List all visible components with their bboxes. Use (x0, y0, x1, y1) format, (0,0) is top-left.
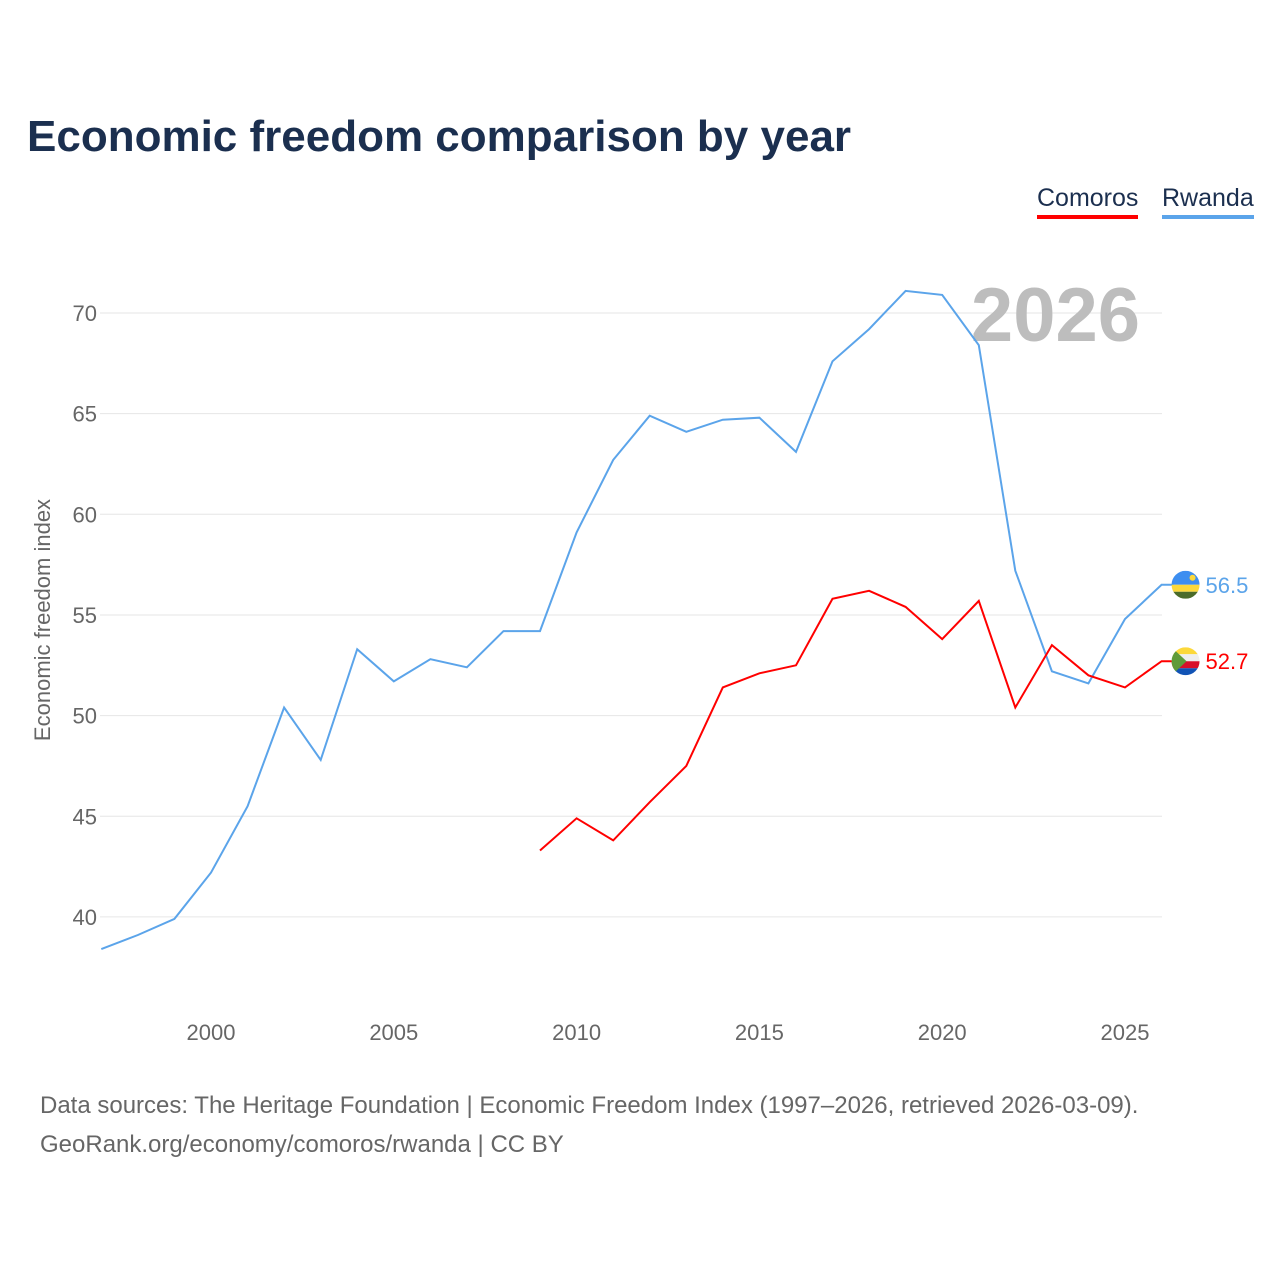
x-tick-label: 2015 (735, 1020, 784, 1045)
x-tick-label: 2005 (369, 1020, 418, 1045)
data-point-comoros (902, 603, 910, 611)
end-value-label-rwanda: 56.5 (1206, 573, 1249, 598)
data-point-comoros (755, 669, 763, 677)
line-chart: 40 45 50 55 60 65 70 2000 2005 2010 2015 2020 2025 Ec… (30, 273, 1249, 1045)
y-tick-label: 40 (73, 905, 97, 930)
data-point-comoros (573, 814, 581, 822)
data-point-rwanda (499, 627, 507, 635)
data-point-rwanda (609, 456, 617, 464)
data-point-rwanda (97, 945, 105, 953)
data-point-rwanda (719, 416, 727, 424)
data-point-rwanda (463, 663, 471, 671)
data-point-comoros (792, 661, 800, 669)
flag-rwanda-icon (1171, 570, 1200, 599)
data-point-comoros (829, 595, 837, 603)
data-point-comoros (1084, 671, 1092, 679)
data-point-rwanda (755, 414, 763, 422)
data-point-comoros (719, 683, 727, 691)
data-point-comoros (975, 597, 983, 605)
end-value-label-comoros: 52.7 (1206, 649, 1249, 674)
y-tick-label: 50 (73, 704, 97, 729)
x-tick-label: 2025 (1101, 1020, 1150, 1045)
data-point-rwanda (938, 291, 946, 299)
series-line-rwanda (100, 289, 1174, 951)
y-tick-label: 65 (73, 402, 97, 427)
source-note: Data sources: The Heritage Foundation | … (40, 1086, 1138, 1164)
data-point-rwanda (426, 655, 434, 663)
data-point-rwanda (573, 528, 581, 536)
source-link[interactable]: GeoRank.org/economy/comoros/rwanda | CC … (40, 1131, 564, 1158)
data-point-rwanda (1011, 567, 1019, 575)
data-point-rwanda (1158, 581, 1166, 589)
data-point-rwanda (682, 428, 690, 436)
y-tick-label: 70 (73, 301, 97, 326)
data-point-comoros (1011, 704, 1019, 712)
y-tick-label: 60 (73, 502, 97, 527)
data-point-rwanda (975, 341, 983, 349)
data-point-rwanda (280, 704, 288, 712)
data-point-comoros (1158, 657, 1166, 665)
series-line-comoros (539, 589, 1174, 852)
x-tick-label: 2000 (187, 1020, 236, 1045)
source-line: Data sources: The Heritage Foundation | … (40, 1092, 1139, 1119)
chart-title: Economic freedom comparison by year (27, 112, 852, 161)
data-point-rwanda (1084, 679, 1092, 687)
data-point-rwanda (536, 627, 544, 635)
data-point-rwanda (390, 677, 398, 685)
y-axis-label: Economic freedom index (30, 499, 55, 741)
data-point-comoros (682, 762, 690, 770)
data-point-rwanda (353, 645, 361, 653)
data-point-comoros (1121, 683, 1129, 691)
data-point-rwanda (865, 325, 873, 333)
data-point-rwanda (170, 915, 178, 923)
data-point-rwanda (792, 448, 800, 456)
legend-rwanda[interactable]: Rwanda (1162, 184, 1254, 219)
data-point-rwanda (1121, 615, 1129, 623)
data-point-rwanda (207, 869, 215, 877)
x-tick-label: 2010 (552, 1020, 601, 1045)
legend-comoros[interactable]: Comoros (1037, 184, 1139, 219)
data-point-rwanda (1048, 667, 1056, 675)
data-point-rwanda (902, 287, 910, 295)
x-tick-label: 2020 (918, 1020, 967, 1045)
data-point-comoros (865, 587, 873, 595)
data-point-comoros (646, 798, 654, 806)
y-tick-label: 55 (73, 603, 97, 628)
data-point-comoros (938, 635, 946, 643)
data-point-rwanda (646, 412, 654, 420)
data-point-comoros (1048, 641, 1056, 649)
data-point-comoros (609, 836, 617, 844)
data-point-rwanda (317, 756, 325, 764)
data-point-comoros (536, 846, 544, 854)
y-tick-label: 45 (73, 804, 97, 829)
data-point-rwanda (244, 802, 252, 810)
year-watermark: 2026 (971, 273, 1140, 358)
data-point-rwanda (134, 931, 142, 939)
data-point-rwanda (829, 357, 837, 365)
flag-comoros-icon (1171, 647, 1200, 676)
